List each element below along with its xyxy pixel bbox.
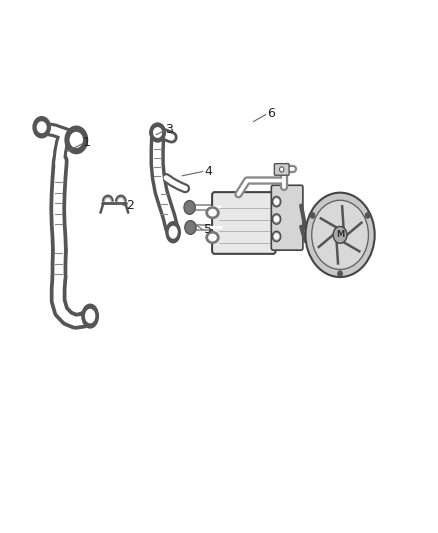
Circle shape: [37, 122, 46, 133]
Circle shape: [274, 234, 279, 239]
Circle shape: [274, 216, 279, 222]
Circle shape: [272, 231, 281, 241]
FancyBboxPatch shape: [274, 164, 289, 175]
Ellipse shape: [169, 227, 177, 238]
Circle shape: [311, 213, 314, 218]
Circle shape: [279, 167, 284, 172]
Circle shape: [365, 213, 370, 218]
Circle shape: [70, 133, 82, 147]
Ellipse shape: [166, 222, 180, 243]
Text: 4: 4: [204, 165, 212, 178]
Ellipse shape: [82, 304, 99, 328]
FancyBboxPatch shape: [271, 185, 303, 250]
Text: 3: 3: [165, 123, 173, 136]
Text: 6: 6: [267, 107, 275, 120]
Text: 5: 5: [204, 223, 212, 236]
Circle shape: [150, 123, 166, 142]
Circle shape: [184, 200, 195, 214]
Ellipse shape: [206, 232, 219, 243]
Circle shape: [33, 117, 50, 138]
Circle shape: [272, 214, 281, 224]
FancyBboxPatch shape: [212, 192, 276, 254]
Circle shape: [333, 227, 347, 243]
Ellipse shape: [209, 209, 216, 216]
Circle shape: [305, 192, 374, 277]
Circle shape: [338, 271, 342, 276]
Circle shape: [312, 200, 368, 270]
Circle shape: [65, 126, 88, 154]
Ellipse shape: [209, 235, 216, 241]
Text: M: M: [336, 230, 344, 239]
Circle shape: [272, 196, 281, 207]
Circle shape: [154, 128, 162, 138]
Text: 2: 2: [127, 199, 134, 212]
Text: 1: 1: [83, 136, 91, 149]
Ellipse shape: [206, 207, 219, 219]
Ellipse shape: [85, 310, 95, 322]
Circle shape: [185, 221, 196, 235]
Circle shape: [274, 199, 279, 204]
